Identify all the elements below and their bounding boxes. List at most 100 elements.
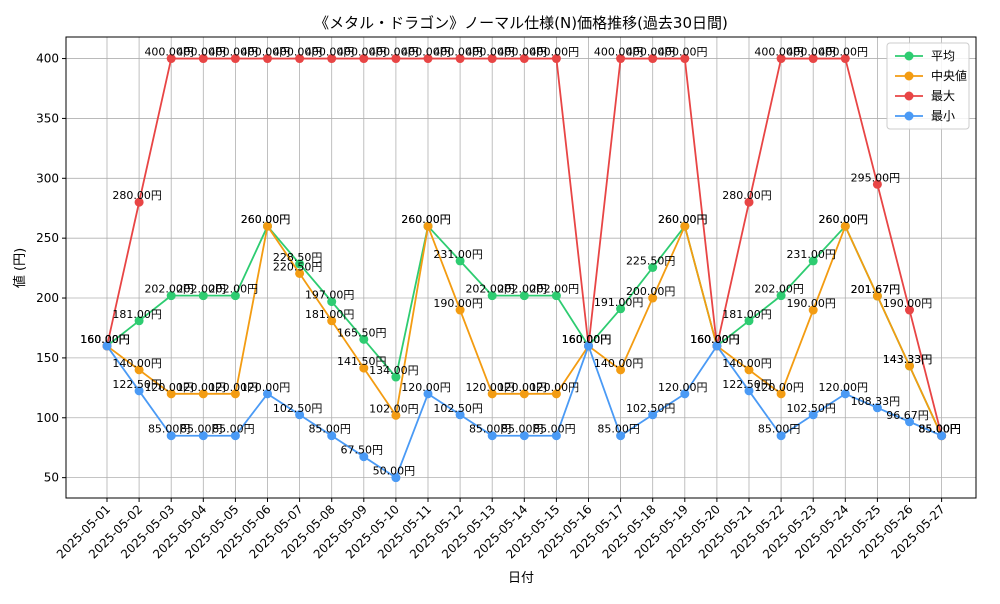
- data-label: 160.00円: [80, 333, 130, 346]
- data-label: 200.00円: [626, 285, 676, 298]
- data-label: 102.50円: [273, 402, 323, 415]
- data-label: 260.00円: [819, 213, 869, 226]
- y-tick-label: 150: [36, 351, 59, 365]
- data-label: 202.00円: [144, 283, 194, 296]
- data-point: [134, 386, 144, 396]
- y-axis-title: 値 (円): [12, 248, 28, 288]
- data-point: [423, 54, 433, 64]
- data-label: 197.00円: [305, 289, 355, 302]
- data-label: 85.00円: [212, 423, 255, 436]
- legend-label: 最小: [931, 109, 955, 123]
- data-label: 140.00円: [594, 357, 644, 370]
- data-point: [327, 431, 337, 441]
- data-label: 400.00円: [369, 46, 419, 59]
- data-label: 260.00円: [241, 213, 291, 226]
- data-point: [295, 410, 305, 420]
- data-point: [263, 54, 272, 64]
- data-point: [455, 54, 465, 64]
- data-point: [198, 291, 208, 301]
- data-point: [680, 221, 690, 231]
- data-label: 160.00円: [690, 333, 740, 346]
- data-label: 85.00円: [148, 423, 191, 436]
- data-label: 400.00円: [626, 46, 676, 59]
- data-point: [327, 297, 337, 307]
- data-point: [776, 291, 786, 301]
- data-point: [905, 361, 914, 371]
- data-label: 202.00円: [530, 283, 580, 296]
- data-label: 400.00円: [401, 46, 451, 59]
- data-label: 67.50円: [341, 444, 384, 457]
- data-point: [295, 259, 305, 269]
- grid: [66, 37, 976, 498]
- data-point: [648, 54, 658, 64]
- data-label: 190.00円: [883, 297, 933, 310]
- data-point: [808, 54, 818, 64]
- data-label: 85.00円: [180, 423, 223, 436]
- data-point: [808, 410, 818, 420]
- data-label: 85.00円: [918, 423, 961, 436]
- data-label: 120.00円: [465, 381, 515, 394]
- data-point: [166, 431, 176, 441]
- data-label: 160.00円: [562, 333, 612, 346]
- series-lines: [102, 54, 947, 483]
- data-point: [905, 305, 914, 315]
- data-point: [712, 341, 722, 351]
- data-label: 122.50円: [112, 378, 162, 391]
- data-point: [295, 268, 305, 278]
- data-point: [808, 305, 818, 315]
- data-point: [744, 316, 754, 326]
- data-point: [391, 473, 401, 483]
- legend-box: [886, 42, 970, 130]
- data-label: 85.00円: [308, 423, 351, 436]
- data-point: [872, 291, 882, 301]
- data-label: 160.00円: [690, 333, 740, 346]
- data-label: 181.00円: [112, 308, 162, 321]
- data-point: [616, 431, 626, 441]
- data-label: 120.00円: [177, 381, 227, 394]
- data-label: 400.00円: [209, 46, 259, 59]
- data-point: [391, 372, 401, 382]
- y-tick-label: 100: [36, 411, 59, 425]
- data-label: 140.00円: [112, 357, 162, 370]
- data-label: 260.00円: [401, 213, 451, 226]
- data-label: 231.00円: [786, 248, 836, 261]
- data-point: [776, 389, 786, 399]
- data-point: [776, 54, 786, 64]
- data-point: [134, 197, 144, 207]
- data-point: [744, 386, 754, 396]
- data-point: [808, 256, 818, 266]
- data-point: [230, 389, 240, 399]
- y-tick-label: 350: [36, 111, 59, 125]
- data-label: 120.00円: [241, 381, 291, 394]
- data-point: [487, 54, 497, 64]
- data-label: 231.00円: [433, 248, 483, 261]
- legend-label: 平均: [931, 49, 955, 63]
- data-label: 160.00円: [562, 333, 612, 346]
- data-label: 400.00円: [754, 46, 804, 59]
- data-label: 143.33円: [883, 353, 933, 366]
- data-label: 85.00円: [469, 423, 512, 436]
- data-label: 400.00円: [337, 46, 387, 59]
- data-label: 160.00円: [80, 333, 130, 346]
- legend-label: 中央値: [931, 68, 967, 83]
- data-label: 400.00円: [498, 46, 548, 59]
- data-label: 202.00円: [754, 283, 804, 296]
- data-label: 85.00円: [918, 423, 961, 436]
- data-label: 102.50円: [433, 402, 483, 415]
- data-label: 260.00円: [241, 213, 291, 226]
- data-label: 85.00円: [918, 423, 961, 436]
- data-point: [680, 54, 690, 64]
- data-label: 120.00円: [530, 381, 580, 394]
- data-point: [359, 452, 369, 462]
- data-label: 191.00円: [594, 296, 644, 309]
- data-point: [134, 365, 144, 375]
- data-label: 140.00円: [722, 357, 772, 370]
- data-point: [776, 431, 786, 441]
- data-label: 50.00円: [373, 465, 416, 478]
- data-point: [487, 291, 497, 301]
- data-point: [616, 54, 626, 64]
- y-tick-label: 300: [36, 171, 59, 185]
